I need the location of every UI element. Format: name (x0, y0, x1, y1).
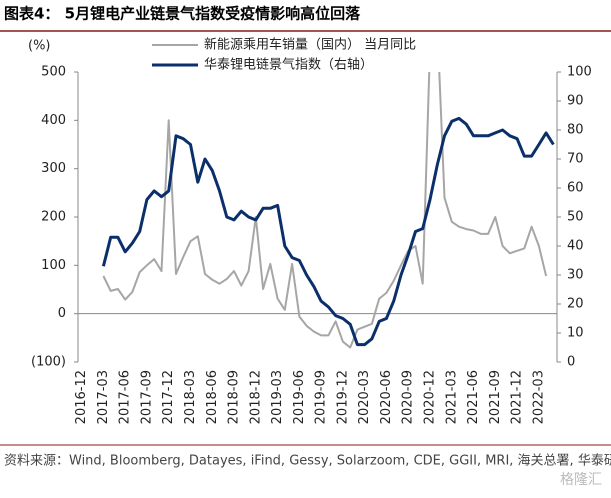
y2-tick-label: 60 (567, 181, 584, 196)
x-tick-label: 2021-03 (444, 370, 459, 424)
x-tick-label: 2017-03 (96, 370, 111, 424)
y-tick-label: 200 (41, 210, 66, 225)
y-axis-label: (%) (28, 39, 51, 54)
series-line (102, 72, 548, 349)
x-tick-label: 2021-09 (488, 370, 503, 424)
y-tick-label: 100 (41, 258, 66, 273)
x-tick-label: 2018-06 (205, 370, 220, 424)
x-tick-label: 2017-09 (139, 370, 154, 424)
x-tick-label: 2018-03 (183, 370, 198, 424)
y2-tick-label: 30 (567, 268, 584, 283)
y2-tick-label: 70 (567, 152, 584, 167)
x-tick-label: 2020-09 (401, 370, 416, 424)
x-tick-label: 2021-12 (510, 370, 525, 424)
y2-tick-label: 40 (567, 239, 584, 254)
y-tick-label: 500 (41, 65, 66, 80)
series-line (101, 116, 555, 347)
source: 资料来源：Wind, Bloomberg, Datayes, iFind, Ge… (4, 454, 611, 469)
y-tick-label: 0 (58, 306, 66, 321)
y2-tick-label: 20 (567, 297, 584, 312)
x-tick-label: 2019-03 (270, 370, 285, 424)
x-tick-label: 2018-09 (227, 370, 242, 424)
y-tick-label: (100) (31, 355, 66, 370)
x-tick-label: 2021-06 (466, 370, 481, 424)
x-tick-label: 2017-12 (161, 370, 176, 424)
y2-tick-label: 0 (567, 355, 575, 370)
x-tick-label: 2017-06 (118, 370, 133, 424)
legend-label: 华泰锂电链景气指数（右轴） (204, 57, 373, 73)
x-tick-label: 2016-12 (74, 370, 89, 424)
y2-tick-label: 10 (567, 326, 584, 341)
y2-tick-label: 90 (567, 94, 584, 109)
x-tick-label: 2020-03 (357, 370, 372, 424)
y-tick-label: 400 (41, 113, 66, 128)
legend-label: 新能源乘用车销量（国内） 当月同比 (204, 37, 416, 53)
x-tick-label: 2020-12 (422, 370, 437, 424)
watermark: 格隆汇 (560, 472, 602, 488)
chart-title: 图表4： 5月锂电产业链景气指数受疫情影响高位回落 (4, 5, 361, 23)
x-tick-label: 2019-06 (292, 370, 307, 424)
x-tick-label: 2022-03 (531, 370, 546, 424)
y2-tick-label: 50 (567, 210, 584, 225)
x-tick-label: 2018-12 (248, 370, 263, 424)
x-tick-label: 2020-06 (379, 370, 394, 424)
x-tick-label: 2019-12 (335, 370, 350, 424)
y2-tick-label: 100 (567, 65, 592, 80)
y2-tick-label: 80 (567, 123, 584, 138)
y-tick-label: 300 (41, 161, 66, 176)
x-tick-label: 2019-09 (314, 370, 329, 424)
